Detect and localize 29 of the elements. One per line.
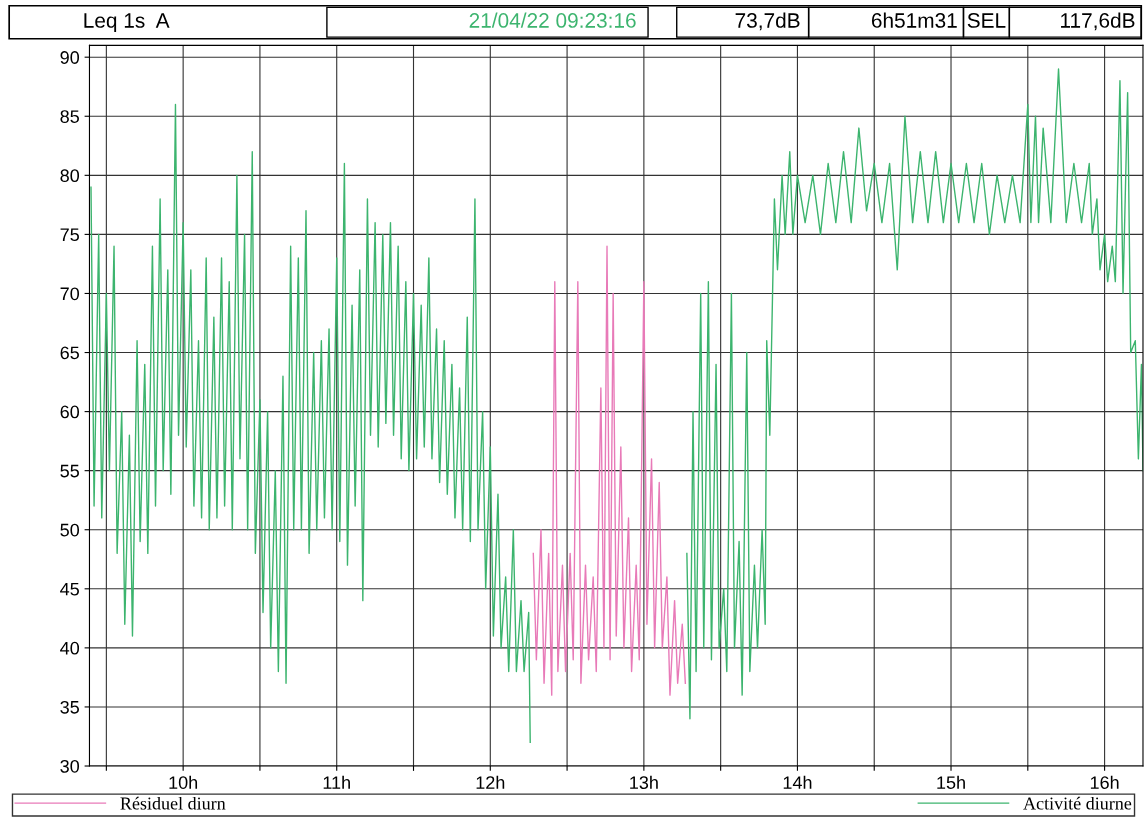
- text: 6h51m31: [871, 12, 957, 28]
- x-tick-label: 12h: [476, 775, 505, 789]
- y-tick-label: 75: [60, 228, 79, 242]
- y-tick-label: 55: [60, 464, 79, 478]
- x-tick-label: 13h: [630, 775, 658, 789]
- text: 73,7dB: [735, 12, 800, 31]
- y-tick-label: 30: [60, 759, 80, 773]
- text: 21/04/22 09:23:16: [469, 12, 636, 28]
- text: Leq 1s A: [84, 13, 170, 32]
- y-tick-label: 40: [60, 641, 80, 655]
- x-tick-label: 10h: [169, 775, 198, 789]
- line-series: [532, 245, 687, 696]
- x-tick-label: 16h: [1090, 775, 1119, 789]
- y-tick-label: 65: [60, 346, 79, 360]
- y-tick-label: 80: [60, 169, 80, 183]
- legend-label: Activité diurne: [1023, 796, 1132, 810]
- legend-label: Résiduel diurn: [120, 796, 226, 810]
- x-tick-label: 14h: [783, 775, 812, 789]
- y-tick-label: 70: [60, 287, 80, 301]
- x-tick-label: 11h: [323, 775, 350, 789]
- text: SEL: [967, 13, 1006, 28]
- y-tick-label: 45: [60, 582, 79, 596]
- y-tick-label: 50: [60, 523, 80, 537]
- text: 117,6dB: [1061, 12, 1135, 31]
- y-tick-label: 35: [60, 700, 79, 714]
- y-tick-label: 85: [60, 110, 79, 123]
- y-tick-label: 90: [60, 51, 80, 64]
- x-tick-label: 15h: [937, 775, 965, 789]
- y-tick-label: 60: [60, 405, 80, 419]
